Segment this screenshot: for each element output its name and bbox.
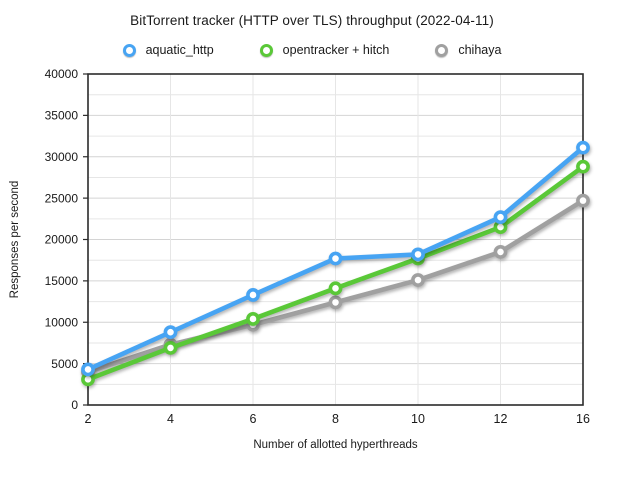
data-point <box>163 341 178 355</box>
data-point <box>576 140 590 155</box>
data-point <box>328 281 343 296</box>
data-point <box>493 245 508 259</box>
x-tick-label: 12 <box>494 412 508 426</box>
legend-label: opentracker + hitch <box>282 43 390 57</box>
legend-item-aquatic-http: aquatic_http <box>122 43 214 57</box>
data-point <box>576 159 590 174</box>
x-tick-label: 8 <box>332 412 339 426</box>
legend-item-chihaya: chihaya <box>435 43 501 57</box>
x-tick-label: 10 <box>411 412 425 426</box>
x-tick-label: 2 <box>85 412 92 426</box>
y-tick-label: 25000 <box>45 191 79 205</box>
y-axis-title: Responses per second <box>9 181 21 299</box>
series-marker-icon <box>435 43 449 57</box>
x-axis-title: Number of allotted hyperthreads <box>253 439 418 451</box>
data-point <box>328 295 343 310</box>
series-marker-icon <box>122 43 136 57</box>
y-tick-label: 10000 <box>45 315 79 329</box>
y-tick-label: 15000 <box>45 274 79 288</box>
data-point <box>328 251 343 266</box>
data-point <box>163 325 178 340</box>
data-point <box>246 288 260 302</box>
legend-label: aquatic_http <box>145 43 214 57</box>
y-tick-label: 5000 <box>51 357 78 371</box>
chart-title: BitTorrent tracker (HTTP over TLS) throu… <box>130 13 494 28</box>
y-tick-label: 35000 <box>45 109 79 123</box>
data-point <box>411 247 425 262</box>
data-point <box>493 210 508 225</box>
data-point <box>576 193 590 208</box>
x-tick-label: 4 <box>167 412 174 426</box>
y-tick-label: 30000 <box>45 150 79 164</box>
series-marker-icon <box>259 43 273 57</box>
series-aquatic-http <box>81 140 590 377</box>
legend-item-opentracker-hitch: opentracker + hitch <box>259 43 390 57</box>
y-tick-label: 0 <box>71 398 78 412</box>
x-tick-label: 6 <box>250 412 257 426</box>
legend-label: chihaya <box>458 43 502 57</box>
y-tick-label: 20000 <box>45 233 79 247</box>
x-tick-label: 16 <box>576 412 590 426</box>
data-point <box>246 312 260 326</box>
legend: aquatic_http opentracker + hitch chihaya <box>0 43 624 57</box>
data-point <box>411 273 425 287</box>
y-tick-label: 40000 <box>45 67 79 81</box>
data-point <box>81 362 95 377</box>
